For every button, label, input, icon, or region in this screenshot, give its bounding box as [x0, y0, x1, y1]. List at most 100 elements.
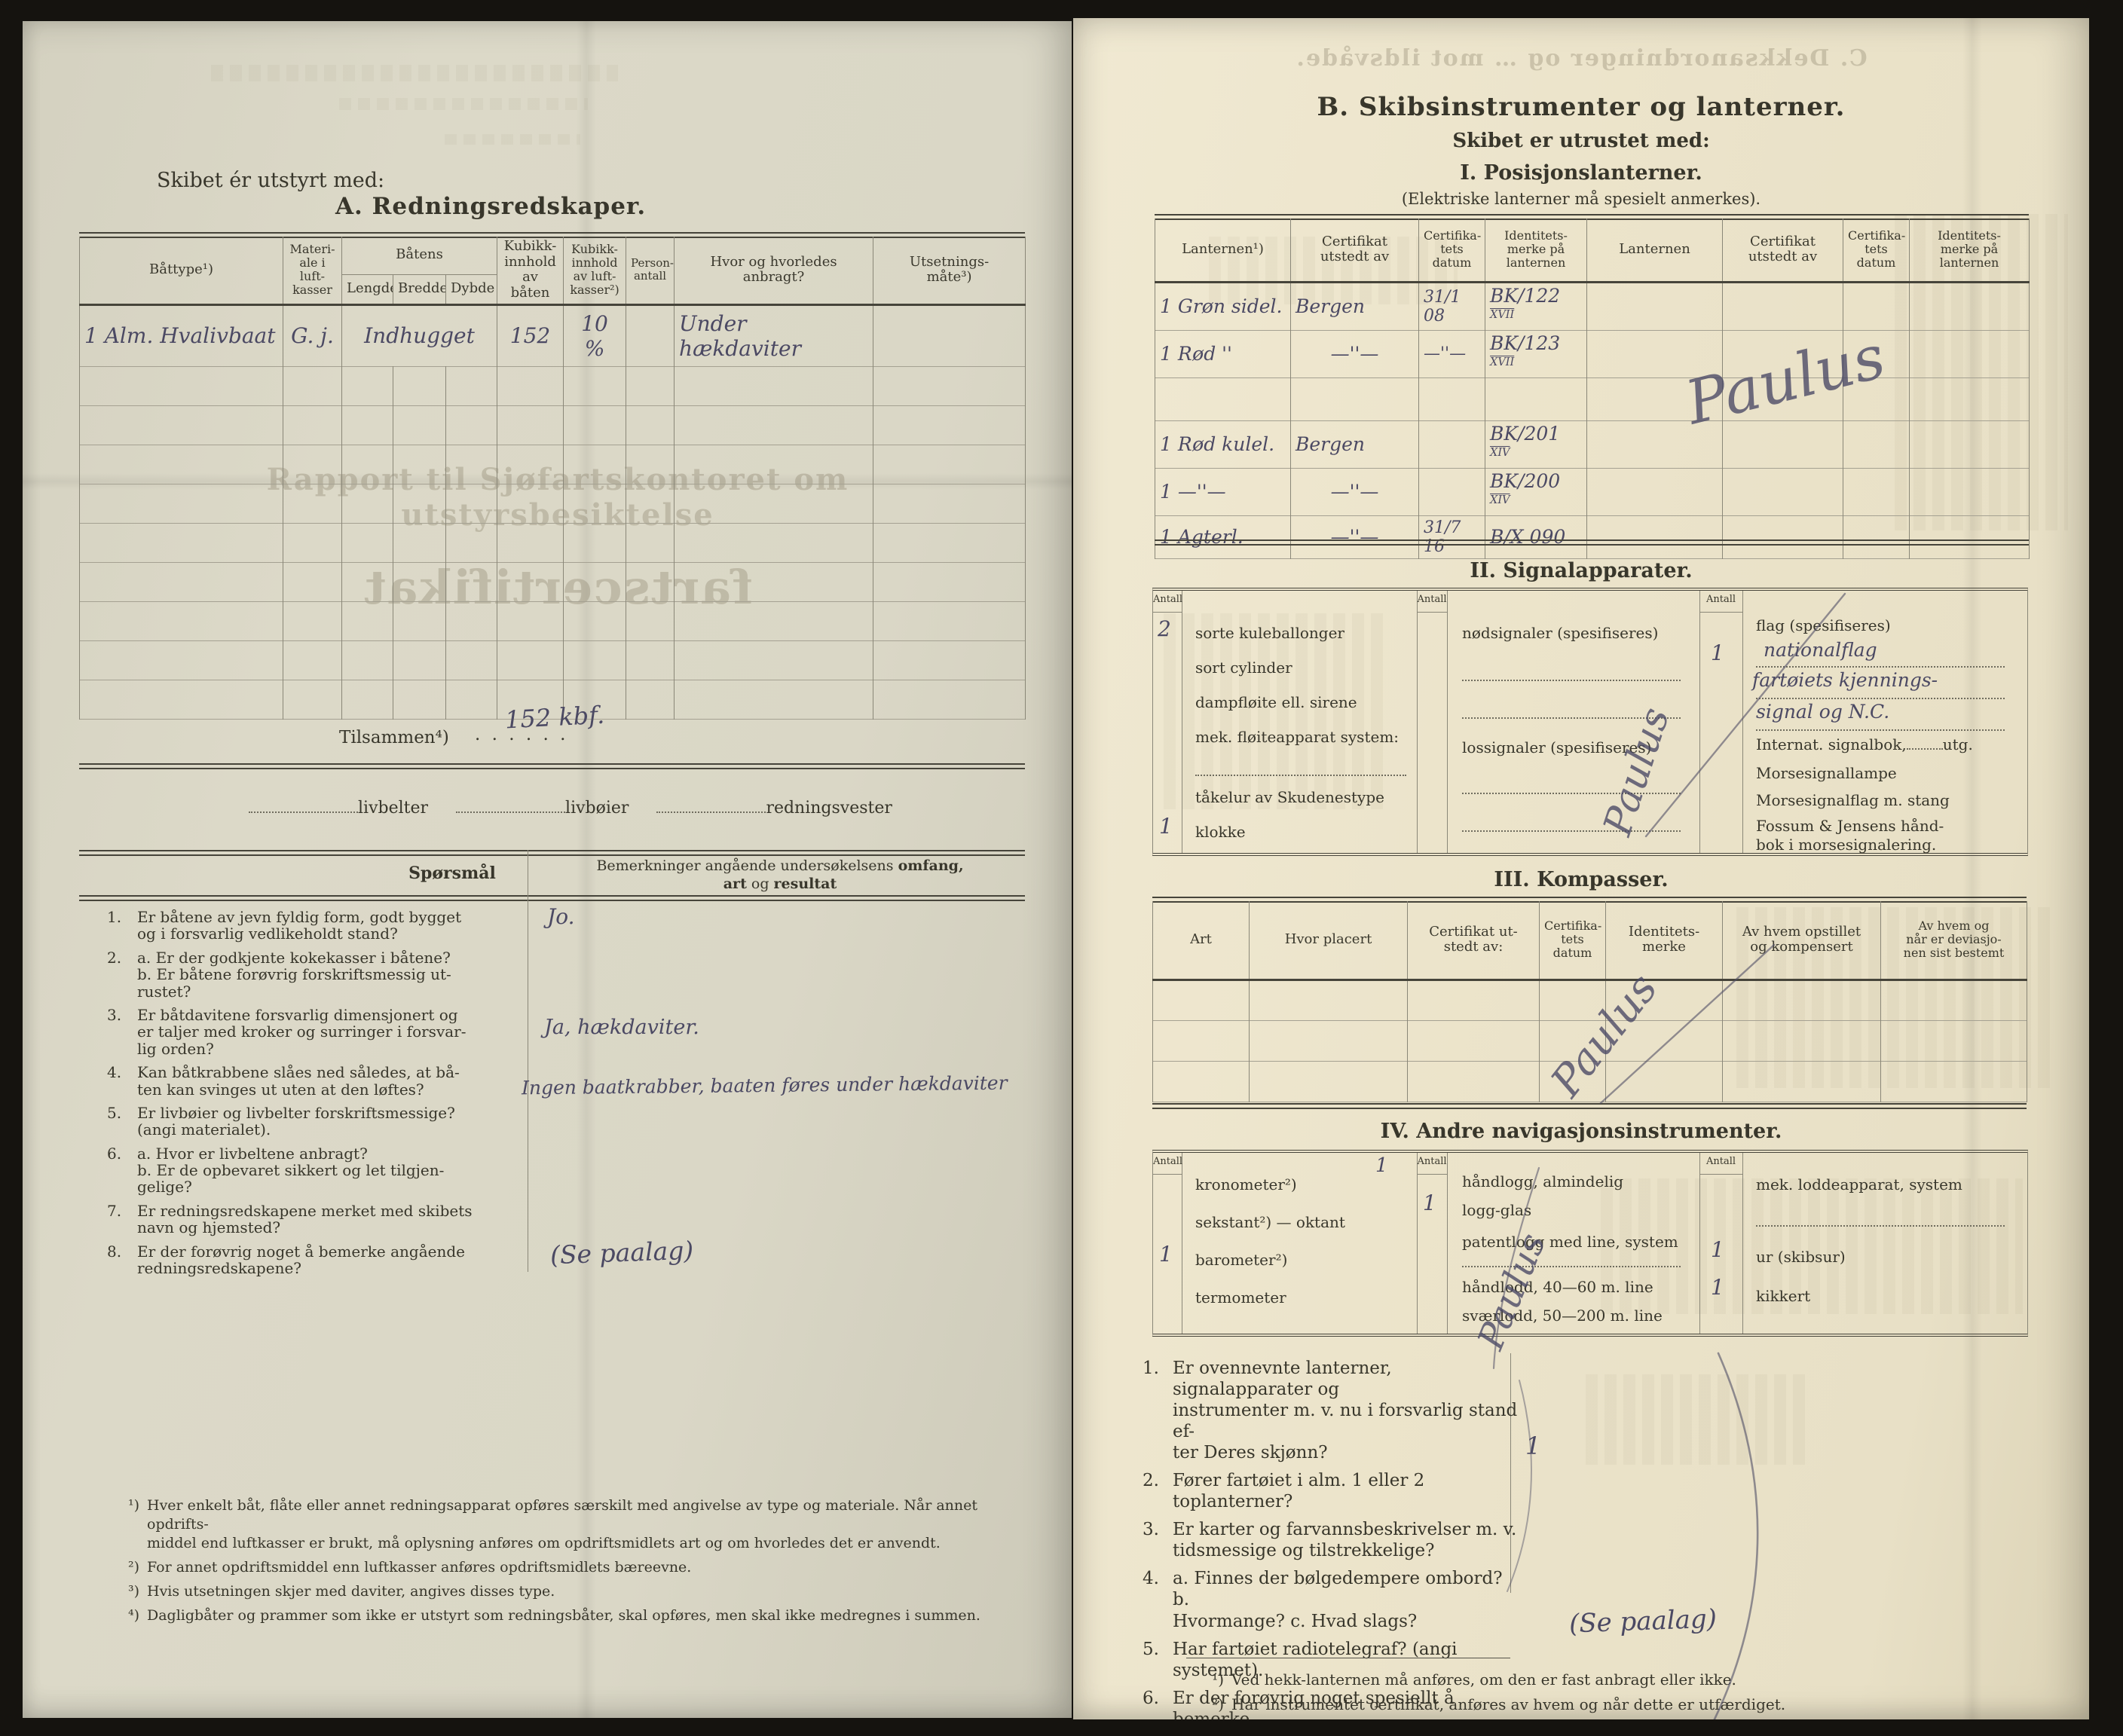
- answer-q4-handwritten: Ingen baatkrabber, baaten føres under hæ…: [521, 1071, 1008, 1099]
- answer-q2-handwritten: 1: [1525, 1432, 1541, 1460]
- table-row-empty: [79, 640, 1026, 680]
- flag-spec-handwritten: signal og N.C.: [1756, 701, 1890, 723]
- item-haandlogg: håndlogg, almindelig: [1462, 1172, 1624, 1190]
- rule-double: [79, 895, 1025, 901]
- col-header-battype: Båttype¹): [79, 237, 283, 304]
- col-header-certdatum: Certifika- tets datum: [1539, 901, 1606, 980]
- count-kuleballonger: 2: [1158, 616, 1171, 641]
- cell-battype: 1 Alm. Hvalivbaat: [79, 304, 283, 366]
- col-header-deviasjon: Av hvem og når er deviasjo- nen sist bes…: [1880, 901, 2027, 980]
- count-flag: 1: [1711, 640, 1724, 665]
- antall-header: Antall: [1699, 591, 1742, 613]
- dotted-blank: [1462, 830, 1681, 832]
- answer-q3-handwritten: Ja, hækdaviter.: [544, 1016, 699, 1039]
- bleed-through-text: [1586, 1374, 1812, 1465]
- bleed-through-text: [339, 98, 588, 110]
- livbelter-label: livbelter: [358, 799, 429, 818]
- table-row-empty: [79, 680, 1026, 719]
- antall-header: Antall: [1699, 1153, 1742, 1175]
- dotted-blank: [1756, 698, 2005, 699]
- cell-materiale: G. j.: [283, 304, 342, 366]
- col-header-lengde: Lengde: [341, 274, 393, 304]
- item-sekstant-oktant: sekstant²) — oktant: [1195, 1213, 1345, 1231]
- dotted-blank: [1462, 680, 1681, 681]
- bleed-through-text: [1164, 613, 1390, 809]
- questions-list: 1. Er båtene av jevn fyldig form, godt by…: [107, 909, 520, 1283]
- dotted-blank: [656, 811, 766, 813]
- item-internat-signalbok: Internat. signalbok, utg.: [1756, 735, 1973, 753]
- footnote-1: ¹) Ved hekk-lanternen må anføres, om den …: [1212, 1670, 1736, 1689]
- dotted-blank: [1462, 1266, 1681, 1267]
- intro-line: Skibet ér utstyrt med:: [157, 169, 385, 192]
- col-header-hvor-placert: Hvor placert: [1249, 901, 1408, 980]
- table-row-empty: [79, 445, 1026, 484]
- table-row-empty: [79, 601, 1026, 640]
- question-1: 1. Er båtene av jevn fyldig form, godt by…: [107, 908, 462, 943]
- remarks-header: Bemerkninger angående undersøkelsens omf…: [596, 857, 964, 892]
- question-7: 7. Er redningsredskapene merket med skibe…: [107, 1201, 473, 1237]
- item-flag: flag (spesifiseres): [1756, 616, 1891, 634]
- count-klokke: 1: [1159, 814, 1173, 839]
- flag-spec-handwritten: nationalflag: [1764, 639, 1877, 661]
- item-taakelur: tåkelur av Skudenestype: [1195, 788, 1384, 806]
- page-right: C. Dekksanordninger og … mot ildsvåde. B…: [1073, 18, 2089, 1719]
- cell-innredning: Indhugget: [341, 304, 498, 366]
- col-header-dybde: Dybde: [445, 274, 498, 304]
- item-mek-floiteapparat: mek. fløiteapparat system:: [1195, 728, 1400, 746]
- question-3: 3. Er båtdavitene forsvarlig dimensjonert…: [107, 1005, 467, 1058]
- col-header-hvor-anbragt: Hvor og hvorledes anbragt?: [674, 237, 874, 304]
- lantern-row-red-top: 1 Rød kulel. Bergen BK/201 XIV: [1155, 420, 2030, 468]
- col-header-certifikat: Certifikat ut- stedt av:: [1407, 901, 1540, 980]
- rule-double: [79, 763, 1025, 769]
- dotted-blank: [1462, 793, 1681, 794]
- table-row-empty: [79, 523, 1026, 562]
- col-header-materiale: Materi- ale i luft- kasser: [283, 237, 342, 304]
- question-5: 5. Har fartøiet radiotelegraf? (angi syst…: [1143, 1639, 1458, 1680]
- cell-kubikk-bat: 152: [497, 304, 564, 366]
- section-iv-title: IV. Andre navigasjonsinstrumenter.: [1380, 1120, 1782, 1143]
- question-8: 8. Er der forøvrig noget å bemerke angåen…: [107, 1242, 465, 1278]
- footnote-1: ¹) Hver enkelt båt, flåte eller annet red…: [127, 1497, 978, 1552]
- table-row-empty: [79, 366, 1026, 405]
- bleed-through-heading: C. Dekksanordninger og … mot ildsvåde.: [1295, 45, 1868, 72]
- section-i-title: I. Posisjonslanterner.: [1460, 161, 1702, 185]
- signal-apparatus-table: Antall Antall Antall 2 sorte kuleballong…: [1152, 588, 2028, 856]
- footnote-2: ²) For annet opdriftsmiddel enn luftkasse…: [127, 1559, 692, 1576]
- item-kikkert: kikkert: [1756, 1287, 1811, 1305]
- answer-q1-handwritten: Jo.: [547, 904, 575, 929]
- col-header-idmark-1: Identitets- merke på lanternen: [1485, 219, 1587, 282]
- col-header-kubikk-luft: Kubikk- innhold av luft- kasser²): [563, 237, 627, 304]
- count-kikkert: 1: [1711, 1275, 1724, 1300]
- antall-header: Antall: [1153, 1153, 1182, 1175]
- question-6: 6. a. Hvor er livbeltene anbragt? b. Er d…: [107, 1144, 445, 1197]
- col-header-certdate-1: Certifika- tets datum: [1418, 219, 1485, 282]
- count-kronometer-handwritten: 1: [1375, 1154, 1388, 1177]
- footnote-3: ³) Hvis utsetningen skjer med daviter, an…: [127, 1583, 555, 1600]
- item-lossignaler: lossignaler (spesifiseres): [1462, 738, 1652, 756]
- dotted-blank: [1195, 775, 1406, 776]
- cell-hvor-anbragt: Under hækdaviter: [674, 304, 874, 366]
- item-patentlogg: patentlogg med line, system: [1462, 1233, 1678, 1251]
- antall-header: Antall: [1153, 591, 1182, 613]
- question-2: 2. a. Er der godkjente kokekasser i båten…: [107, 948, 451, 1001]
- item-kronometer: kronometer²): [1195, 1175, 1297, 1194]
- dotted-blank: [1756, 1225, 2005, 1227]
- item-mek-loddeapparat: mek. loddeapparat, system: [1756, 1175, 1962, 1194]
- col-header-utsetningsmate: Utsetnings- måte³): [873, 237, 1026, 304]
- table-row-empty: [79, 484, 1026, 523]
- item-ur-skibsur: ur (skibsur): [1756, 1248, 1846, 1266]
- item-morsesignallampe: Morsesignallampe: [1756, 764, 1897, 782]
- count-barometer: 1: [1159, 1242, 1173, 1267]
- belts-line: livbelter livbøier redningsvester: [249, 799, 892, 818]
- rule-double: [1152, 1103, 2027, 1109]
- questions-list-right: 1. Er ovennevnte lanterner, signalapparat…: [1143, 1358, 1519, 1719]
- navigation-instruments-table: Antall Antall Antall 1 kronometer²) seks…: [1152, 1150, 2028, 1337]
- count-skibsur: 1: [1711, 1237, 1724, 1262]
- answer-q6-handwritten: (Se paalag): [1568, 1603, 1718, 1640]
- lantern-row-empty: [1155, 377, 2030, 420]
- item-sort-cylinder: sort cylinder: [1195, 659, 1292, 677]
- col-header-idmark-2: Identitets- merke på lanternen: [1909, 219, 2030, 282]
- table-row-empty: [79, 562, 1026, 601]
- rule-double: [79, 850, 1025, 856]
